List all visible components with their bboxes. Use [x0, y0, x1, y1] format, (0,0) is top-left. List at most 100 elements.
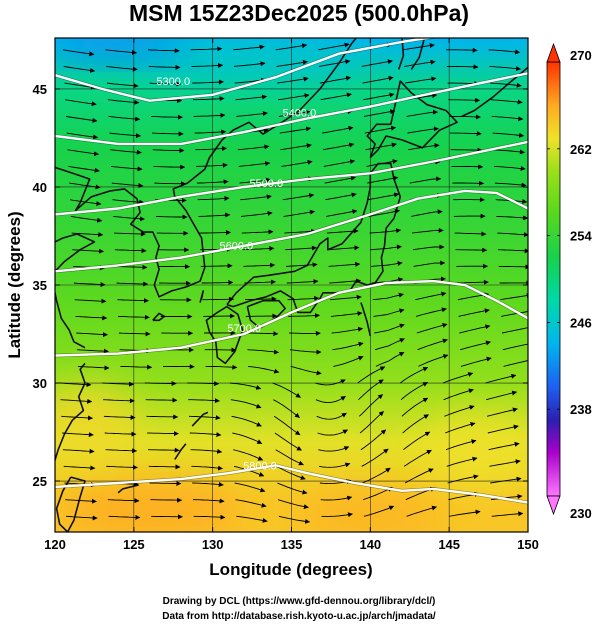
streamline-arrow: [278, 109, 311, 117]
coast-china-jiangsu: [55, 292, 86, 349]
streamline-arrow: [417, 338, 448, 351]
streamline-arrow: [231, 415, 262, 427]
streamline-arrow: [315, 379, 346, 386]
streamline-arrow: [61, 415, 93, 421]
streamline-arrow: [363, 109, 396, 117]
streamline-arrow: [194, 129, 227, 135]
streamline-arrow: [362, 467, 391, 484]
streamline-arrow: [205, 364, 238, 370]
streamline-arrow: [236, 515, 268, 523]
credit-data: Data from http://database.rish.kyoto-u.a…: [162, 611, 436, 622]
streamline-arrow: [285, 245, 317, 251]
streamline-arrow: [67, 149, 99, 157]
streamline-arrow: [149, 81, 182, 87]
streamline-arrow: [496, 215, 528, 221]
streamline-arrow: [150, 497, 183, 503]
streamline-arrow: [365, 142, 397, 151]
streamline-arrow: [501, 309, 528, 317]
streamline-arrow: [155, 214, 188, 220]
streamline-arrow: [284, 228, 317, 234]
y-tick-label: 30: [33, 376, 47, 391]
streamline-arrow: [234, 482, 266, 493]
streamline-arrow: [107, 99, 140, 105]
streamline-arrow: [153, 164, 186, 170]
streamline-arrow: [404, 76, 437, 84]
streamline-arrow: [193, 96, 225, 102]
coast-ryukyu-1: [174, 443, 187, 460]
streamline-arrow: [406, 505, 437, 517]
streamline-arrow: [443, 388, 474, 401]
temperature-patch: [59, 480, 240, 532]
streamline-arrow: [65, 498, 97, 504]
streamline-arrow: [490, 494, 523, 501]
height-contour-line: [55, 140, 528, 216]
coast-china-korea-mainland: [55, 38, 358, 298]
coast-ryukyu-2: [191, 411, 209, 427]
height-contour-line: [55, 72, 528, 146]
streamline-arrow: [237, 144, 270, 151]
streamline-arrow: [362, 75, 394, 84]
streamline-arrow: [374, 338, 405, 351]
streamline-arrow: [403, 449, 432, 467]
streamline-arrow: [446, 47, 478, 53]
streamline-arrow: [319, 462, 351, 468]
streamline-arrow: [103, 398, 135, 404]
streamline-arrow: [273, 415, 301, 436]
streamline-arrow: [359, 411, 384, 434]
streamline-arrow: [319, 59, 351, 67]
streamline-arrow: [76, 332, 108, 338]
streamline-arrow: [457, 279, 489, 285]
streamline-arrow: [236, 111, 268, 117]
streamline-arrow: [112, 199, 145, 205]
streamline-arrow: [446, 456, 478, 467]
streamline-arrow: [277, 76, 309, 84]
coast-ryukyu-3: [117, 484, 139, 494]
streamline-arrow: [108, 514, 141, 520]
streamline-arrow: [322, 142, 355, 151]
contour-label: 5600.0: [219, 241, 253, 253]
coast-tsushima: [199, 290, 204, 303]
streamline-arrow: [449, 509, 481, 517]
streamline-arrow: [151, 131, 184, 137]
streamline-arrow: [104, 431, 137, 437]
streamline-arrow: [107, 498, 140, 504]
streamline-arrow: [415, 291, 447, 301]
streamline-arrow: [488, 441, 520, 451]
contour-label: 5700.0: [227, 323, 261, 335]
streamline-arrow: [321, 512, 353, 518]
streamline-arrow: [332, 341, 364, 351]
streamline-arrow: [409, 176, 442, 184]
streamline-arrow: [497, 248, 528, 254]
streamline-arrow: [368, 208, 400, 217]
streamline-arrow: [235, 499, 267, 508]
streamline-arrow: [62, 448, 95, 454]
height-contour-line: [55, 189, 528, 273]
streamline-arrow: [279, 126, 312, 134]
streamline-arrow: [193, 514, 226, 520]
y-tick-label: 40: [33, 180, 47, 195]
streamline-arrow: [490, 82, 522, 88]
streamline-arrow: [493, 149, 525, 155]
streamline-arrow: [494, 165, 526, 171]
streamline-arrow: [460, 356, 492, 367]
x-tick-label: 135: [281, 537, 303, 552]
streamline-arrow: [448, 97, 481, 103]
streamline-arrow: [367, 175, 399, 184]
streamline-arrow: [363, 505, 395, 517]
streamline-arrow: [115, 264, 148, 270]
streamline-arrow: [319, 75, 352, 84]
streamline-arrow: [402, 414, 429, 434]
streamline-arrow: [282, 193, 315, 201]
streamline-arrow: [242, 246, 275, 252]
streamline-arrow: [491, 115, 524, 122]
streamline-arrow: [287, 295, 320, 301]
contour-label: 5300.0: [156, 76, 190, 88]
streamline-arrow: [283, 209, 315, 217]
streamline-arrow: [239, 177, 271, 184]
height-contour-line: [55, 464, 528, 504]
coast-china-south: [55, 362, 86, 463]
streamline-arrow: [72, 248, 104, 254]
streamline-arrow: [148, 64, 181, 70]
streamline-arrow: [451, 164, 484, 170]
streamline-arrow: [68, 165, 100, 173]
